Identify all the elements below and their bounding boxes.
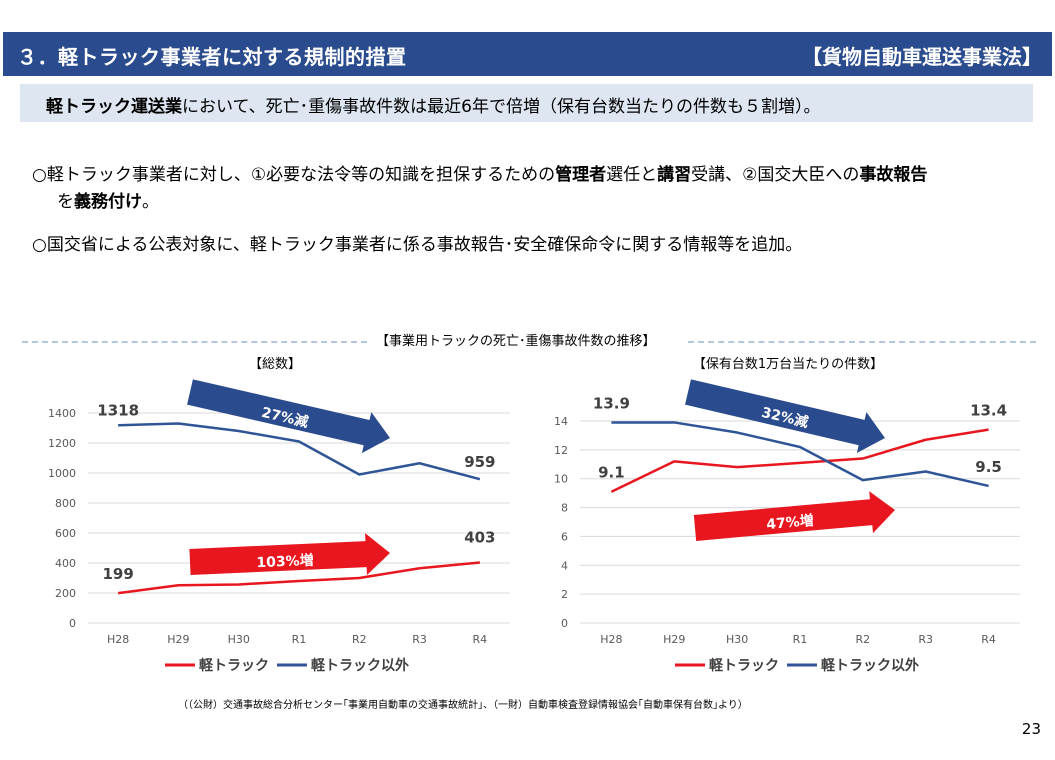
y-tick-label: 10: [554, 473, 568, 486]
bullet-1-text-d: を: [57, 192, 74, 212]
source-note: （（公財）交通事故総合分析センター｢事業用自動車の交通事故統計｣、（一財）自動車…: [178, 700, 748, 711]
y-tick-label: 0: [561, 617, 568, 630]
data-label: 199: [102, 565, 133, 583]
chart-title: 【保有台数1万台当たりの件数】: [693, 357, 883, 372]
summary-box: 軽トラック運送業において、死亡･重傷事故件数は最近6年で倍増（保有台数当たりの件…: [20, 84, 1033, 122]
x-tick-label: R1: [793, 633, 808, 646]
page-number: 23: [1021, 720, 1041, 738]
x-tick-label: R2: [352, 633, 367, 646]
divider-left: [22, 341, 367, 343]
data-label: 13.9: [593, 394, 630, 412]
data-label: 13.4: [970, 402, 1007, 420]
x-tick-label: H28: [107, 633, 129, 646]
bullet-2: ○国交省による公表対象に、軽トラック事業者に係る事故報告･安全確保命令に関する情…: [32, 235, 803, 255]
x-tick-label: R1: [292, 633, 307, 646]
data-label: 9.5: [975, 458, 1002, 476]
x-tick-label: R4: [981, 633, 996, 646]
y-tick-label: 2: [561, 588, 568, 601]
y-tick-label: 1200: [48, 437, 76, 450]
y-tick-label: 14: [554, 415, 568, 428]
trend-label: 103%増: [256, 552, 314, 572]
data-label: 9.1: [598, 464, 625, 482]
chart-total: 【総数】 0 200 400 600 800 1000 1200 1400 H28 H29 H30 R1…: [48, 357, 510, 674]
trend-arrow: [189, 533, 390, 576]
x-tick-label: R4: [473, 633, 488, 646]
bullet-1: ○軽トラック事業者に対し、①必要な法令等の知識を担保するための管理者選任と講習受…: [32, 162, 1032, 216]
series-line-other: [611, 421, 989, 488]
chart-per-vehicle: 【保有台数1万台当たりの件数】 0 2 4 6 8 10 12 14 H28 H29 H30 R1 R2 R…: [554, 357, 1020, 674]
bullet-1-text-c: 受講、②国交大臣への: [691, 165, 860, 185]
y-tick-label: 12: [554, 444, 568, 457]
x-tick-label: H30: [228, 633, 250, 646]
x-tick-label: R2: [856, 633, 871, 646]
bullet-1-bold-c: 事故報告: [859, 165, 928, 185]
chart-title: 【総数】: [249, 357, 301, 372]
law-label: 【貨物自動車運送事業法】: [802, 45, 1042, 69]
y-tick-label: 0: [69, 617, 76, 630]
y-tick-label: 6: [561, 530, 568, 543]
divider-right: [688, 341, 1036, 343]
series-line-light-truck: [610, 428, 989, 493]
y-tick-label: 800: [55, 497, 76, 510]
y-tick-label: 1400: [48, 407, 76, 420]
bullet-1-bold-a: 管理者: [555, 165, 607, 185]
bullet-1-text-b: 選任と: [606, 165, 658, 185]
trend-label: 47%増: [766, 512, 815, 533]
bullet-1-text-a: ○軽トラック事業者に対し、①必要な法令等の知識を担保するための: [32, 165, 556, 185]
series-line-light-truck: [117, 561, 480, 595]
header-bar: ３．軽トラック事業者に対する規制的措置 【貨物自動車運送事業法】: [3, 32, 1052, 76]
legend-label: 軽トラック: [709, 657, 779, 674]
legend-label: 軽トラック: [199, 657, 269, 674]
y-tick-label: 600: [55, 527, 76, 540]
x-tick-label: H28: [600, 633, 622, 646]
legend-label: 軽トラック以外: [821, 657, 919, 674]
y-tick-label: 8: [561, 502, 568, 515]
x-tick-label: H29: [167, 633, 189, 646]
x-tick-label: H29: [663, 633, 685, 646]
x-tick-label: R3: [412, 633, 427, 646]
page-title: ３．軽トラック事業者に対する規制的措置: [17, 45, 407, 69]
y-tick-label: 1000: [48, 467, 76, 480]
trend-arrow: [685, 379, 885, 453]
y-tick-label: 400: [55, 557, 76, 570]
series-line-other: [118, 422, 481, 481]
x-tick-label: R3: [918, 633, 933, 646]
data-label: 1318: [97, 401, 139, 419]
bullet-1-bold-b: 講習: [657, 165, 692, 185]
summary-text: 軽トラック運送業において、死亡･重傷事故件数は最近6年で倍増（保有台数当たりの件…: [46, 92, 820, 117]
data-label: 959: [464, 453, 495, 471]
data-label: 403: [464, 529, 495, 547]
trend-arrow: [187, 379, 390, 454]
summary-rest: において、死亡･重傷事故件数は最近6年で倍増（保有台数当たりの件数も５割増）。: [182, 97, 821, 117]
x-tick-label: H30: [726, 633, 748, 646]
trend-arrow: [693, 491, 895, 541]
bullet-1-text-e: 。: [142, 192, 159, 212]
legend-label: 軽トラック以外: [311, 657, 409, 674]
summary-bold: 軽トラック運送業: [46, 97, 182, 117]
charts-title: 【事業用トラックの死亡･重傷事故件数の推移】: [372, 330, 660, 349]
y-tick-label: 4: [561, 559, 568, 572]
bullet-1-bold-d: 義務付け: [74, 192, 142, 212]
y-tick-label: 200: [55, 587, 76, 600]
